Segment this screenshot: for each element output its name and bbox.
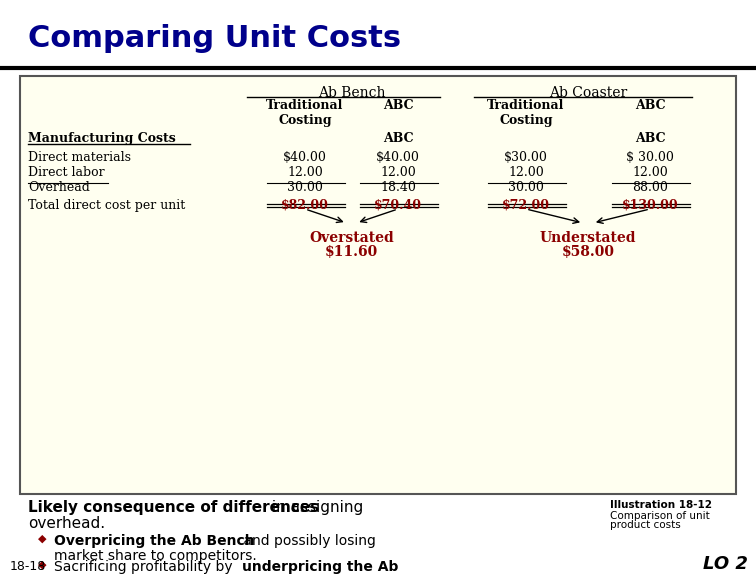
Text: 18-18: 18-18: [10, 560, 46, 573]
Text: in assigning: in assigning: [267, 500, 363, 515]
Text: $72.00: $72.00: [502, 199, 550, 212]
Text: 30.00: 30.00: [287, 181, 323, 194]
Text: Sacrificing profitability by: Sacrificing profitability by: [54, 560, 237, 574]
Text: Ab Bench: Ab Bench: [318, 86, 386, 100]
Text: $40.00: $40.00: [283, 151, 327, 164]
Text: ABC: ABC: [635, 99, 665, 112]
Text: Ab Coaster: Ab Coaster: [549, 86, 627, 100]
Text: $130.00: $130.00: [621, 199, 678, 212]
Text: underpricing the Ab: underpricing the Ab: [242, 560, 398, 574]
Text: ◆: ◆: [38, 534, 46, 544]
Text: Comparison of unit: Comparison of unit: [610, 511, 710, 521]
Text: Understated: Understated: [540, 231, 637, 245]
Text: $11.60: $11.60: [325, 245, 378, 259]
Text: Traditional
Costing: Traditional Costing: [488, 99, 565, 127]
Text: 12.00: 12.00: [380, 166, 416, 179]
Text: ABC: ABC: [383, 99, 414, 112]
Text: Likely consequence of differences: Likely consequence of differences: [28, 500, 319, 515]
Text: Manufacturing Costs: Manufacturing Costs: [28, 132, 175, 145]
Text: product costs: product costs: [610, 520, 680, 530]
Text: $58.00: $58.00: [562, 245, 615, 259]
Text: Illustration 18-12: Illustration 18-12: [610, 500, 712, 510]
Text: Direct materials: Direct materials: [28, 151, 131, 164]
Text: Coaster.: Coaster.: [54, 575, 118, 576]
Text: Traditional
Costing: Traditional Costing: [266, 99, 344, 127]
Text: $30.00: $30.00: [504, 151, 548, 164]
Text: 12.00: 12.00: [508, 166, 544, 179]
Text: 12.00: 12.00: [287, 166, 323, 179]
Text: overhead.: overhead.: [28, 516, 105, 531]
Text: 18.40: 18.40: [380, 181, 416, 194]
Text: Overpricing the Ab Bench: Overpricing the Ab Bench: [54, 534, 255, 548]
Bar: [20, 76, 736, 494]
Text: Comparing Unit Costs: Comparing Unit Costs: [28, 24, 401, 53]
Text: market share to competitors.: market share to competitors.: [54, 549, 257, 563]
Text: 12.00: 12.00: [632, 166, 668, 179]
Text: ◆: ◆: [38, 560, 46, 570]
Text: $70.40: $70.40: [374, 199, 422, 212]
Text: Overstated: Overstated: [309, 231, 394, 245]
Text: $ 30.00: $ 30.00: [626, 151, 674, 164]
Text: and possibly losing: and possibly losing: [239, 534, 376, 548]
Text: LO 2: LO 2: [703, 555, 748, 573]
Text: ABC: ABC: [383, 132, 414, 145]
Text: Direct labor: Direct labor: [28, 166, 104, 179]
Text: 88.00: 88.00: [632, 181, 668, 194]
Text: Overhead: Overhead: [28, 181, 90, 194]
Text: $40.00: $40.00: [376, 151, 420, 164]
Text: Total direct cost per unit: Total direct cost per unit: [28, 199, 185, 212]
Text: $82.00: $82.00: [281, 199, 329, 212]
Text: ABC: ABC: [635, 132, 665, 145]
Text: 30.00: 30.00: [508, 181, 544, 194]
